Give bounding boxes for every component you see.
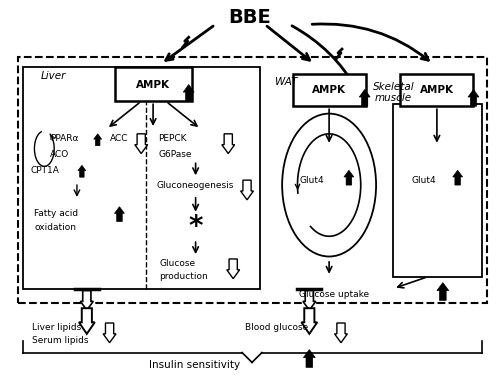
Polygon shape	[334, 323, 347, 343]
Text: Liver: Liver	[40, 71, 66, 81]
Text: Insulin sensitivity: Insulin sensitivity	[149, 360, 240, 370]
Text: AMPK: AMPK	[312, 85, 346, 96]
Polygon shape	[78, 165, 86, 177]
Text: Serum lipids: Serum lipids	[32, 336, 89, 345]
Text: AMPK: AMPK	[420, 85, 454, 96]
Polygon shape	[344, 170, 354, 185]
Polygon shape	[114, 207, 124, 222]
Polygon shape	[183, 85, 194, 101]
Polygon shape	[222, 134, 234, 153]
Polygon shape	[94, 134, 102, 146]
Bar	[400, 74, 473, 106]
Polygon shape	[80, 290, 94, 310]
Text: ACC: ACC	[110, 134, 128, 143]
Text: CPT1A: CPT1A	[30, 166, 60, 175]
Polygon shape	[437, 283, 449, 301]
Text: Gluconeogenesis: Gluconeogenesis	[156, 181, 234, 189]
Bar	[394, 104, 482, 277]
Text: ACO: ACO	[50, 150, 70, 159]
Text: production: production	[159, 272, 208, 281]
Text: *: *	[188, 214, 203, 242]
Bar	[292, 74, 366, 106]
Polygon shape	[360, 90, 370, 106]
Text: Glucose: Glucose	[159, 259, 195, 268]
Polygon shape	[452, 170, 462, 185]
Bar	[22, 67, 260, 288]
Polygon shape	[302, 308, 317, 334]
Ellipse shape	[282, 114, 376, 257]
Text: Fatty acid: Fatty acid	[34, 209, 78, 218]
Text: WAT: WAT	[274, 77, 297, 87]
Text: G6Pase: G6Pase	[158, 150, 192, 159]
Text: Glut4: Glut4	[300, 176, 324, 184]
Bar	[18, 57, 488, 303]
Text: Skeletal
muscle: Skeletal muscle	[372, 82, 414, 103]
Polygon shape	[240, 180, 254, 200]
Polygon shape	[103, 323, 116, 343]
Text: AMPK: AMPK	[136, 79, 170, 90]
Text: BBE: BBE	[228, 8, 272, 27]
Text: oxidation: oxidation	[34, 223, 76, 232]
Polygon shape	[468, 90, 479, 106]
Text: Blood glucose: Blood glucose	[245, 324, 308, 332]
Polygon shape	[304, 350, 316, 367]
Polygon shape	[227, 259, 239, 279]
Text: Glut4: Glut4	[411, 176, 436, 184]
Text: Liver lipids: Liver lipids	[32, 324, 82, 332]
Bar	[114, 67, 192, 101]
Text: PPARα: PPARα	[50, 134, 78, 143]
Polygon shape	[135, 134, 147, 153]
Text: Glucose uptake: Glucose uptake	[300, 290, 370, 299]
Text: PEPCK: PEPCK	[158, 134, 186, 143]
Polygon shape	[303, 290, 316, 310]
Polygon shape	[79, 308, 94, 334]
